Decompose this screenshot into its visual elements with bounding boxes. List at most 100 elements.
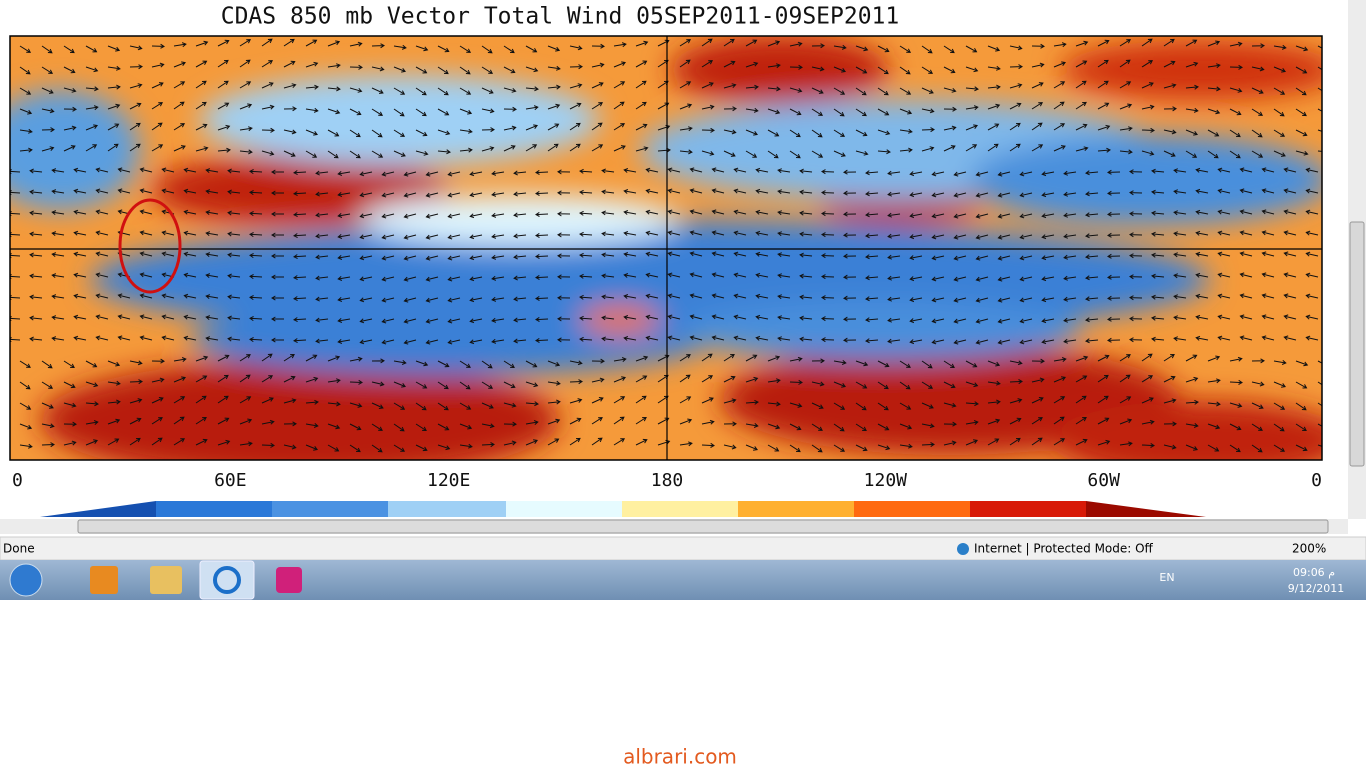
wind-arrow: [1217, 272, 1231, 278]
wind-arrow: [921, 381, 934, 389]
wind-arrow: [745, 150, 758, 158]
wind-arrow: [865, 191, 879, 197]
wind-arrow: [41, 423, 55, 429]
wind-arrow: [41, 45, 53, 54]
wind-arrow: [381, 213, 395, 219]
explorer-icon[interactable]: [150, 566, 182, 594]
scroll-thumb[interactable]: [1349, 221, 1365, 467]
wind-arrow: [1261, 209, 1275, 215]
wind-arrow: [173, 438, 186, 446]
x-tick-label: 120E: [427, 470, 470, 491]
wind-arrow: [601, 252, 615, 258]
wind-arrow: [283, 38, 295, 47]
wind-arrow: [227, 168, 241, 174]
wind-arrow: [261, 104, 275, 110]
wind-arrow: [95, 272, 109, 278]
wind-arrow: [1151, 189, 1165, 195]
wind-arrow: [183, 251, 197, 257]
wind-arrow: [1317, 87, 1322, 92]
wind-arrow: [799, 168, 813, 174]
wind-arrow: [965, 420, 979, 425]
wind-arrow: [1273, 108, 1285, 117]
wind-arrow: [525, 66, 539, 73]
wind-arrow: [997, 171, 1011, 177]
wind-arrow: [1207, 63, 1221, 69]
wind-arrow: [491, 275, 505, 281]
wind-arrow: [129, 143, 141, 152]
wind-arrow: [789, 356, 803, 362]
wind-arrow: [767, 108, 781, 115]
color-bar: [40, 501, 1206, 517]
wind-arrow: [491, 212, 505, 218]
h-scroll-thumb[interactable]: [77, 519, 1329, 534]
wind-arrow: [349, 108, 362, 116]
wind-arrow: [855, 381, 868, 389]
wind-arrow: [1019, 255, 1033, 261]
wind-arrow: [645, 314, 659, 320]
itunes-icon[interactable]: [276, 567, 302, 593]
zoom-level[interactable]: 200%: [1292, 542, 1326, 556]
wind-arrow: [767, 86, 781, 92]
wind-arrow: [1119, 441, 1133, 447]
wind-arrow: [239, 39, 252, 47]
wind-arrow: [491, 170, 505, 176]
wind-arrow: [755, 272, 769, 278]
wind-arrow: [745, 423, 759, 428]
language[interactable]: EN: [1159, 571, 1174, 584]
wind-arrow: [1107, 190, 1121, 196]
wind-arrow: [271, 274, 284, 280]
start-button[interactable]: [9, 563, 43, 597]
wind-arrow: [1185, 129, 1199, 136]
wind-arrow: [415, 129, 428, 137]
wind-arrow: [667, 293, 681, 299]
wind-arrow: [205, 252, 219, 257]
wind-arrow: [425, 297, 439, 303]
wind-arrow: [1207, 150, 1219, 159]
wind-arrow: [591, 377, 605, 383]
wind-arrow: [1097, 39, 1110, 47]
wind-arrow: [591, 144, 604, 152]
wind-arrow: [777, 231, 791, 237]
wind-arrow: [921, 360, 933, 369]
wind-arrow: [623, 336, 637, 341]
wind-arrow: [601, 168, 615, 174]
wind-arrow: [1119, 39, 1132, 47]
wind-arrow: [1251, 381, 1265, 387]
wind-arrow: [503, 125, 517, 131]
wind-arrow: [261, 127, 275, 133]
wind-arrow: [29, 231, 43, 237]
wind-arrow: [85, 420, 99, 425]
wind-arrow: [1009, 360, 1023, 366]
wind-arrow: [293, 317, 307, 323]
wind-arrow: [239, 149, 253, 155]
clock-time[interactable]: 09:06 م: [1293, 566, 1335, 579]
wind-arrow: [195, 60, 208, 68]
wind-arrow: [63, 87, 77, 93]
wind-arrow: [1207, 355, 1221, 362]
wind-arrow: [117, 167, 131, 173]
wind-arrow: [1031, 144, 1044, 152]
wind-arrow: [569, 64, 583, 70]
wind-arrow: [997, 339, 1011, 345]
wind-arrow: [19, 381, 31, 390]
wind-arrow: [535, 316, 549, 322]
wind-arrow: [63, 125, 77, 131]
ie-button[interactable]: [199, 560, 255, 600]
wind-arrow: [359, 318, 373, 324]
wind-arrow: [425, 318, 439, 324]
wind-arrow: [337, 318, 351, 323]
media-player-icon[interactable]: [90, 566, 118, 594]
wind-arrow: [601, 294, 615, 300]
wind-arrow: [239, 441, 253, 447]
clock-date[interactable]: 9/12/2011: [1288, 582, 1344, 595]
wind-arrow: [899, 128, 913, 134]
wind-arrow: [667, 314, 681, 320]
wind-arrow: [1019, 171, 1033, 177]
wind-arrow: [1129, 190, 1143, 196]
wind-arrow: [337, 297, 351, 302]
wind-arrow: [821, 232, 835, 238]
wind-arrow: [843, 169, 857, 175]
wind-arrow: [723, 129, 737, 135]
wind-arrow: [1283, 251, 1297, 257]
